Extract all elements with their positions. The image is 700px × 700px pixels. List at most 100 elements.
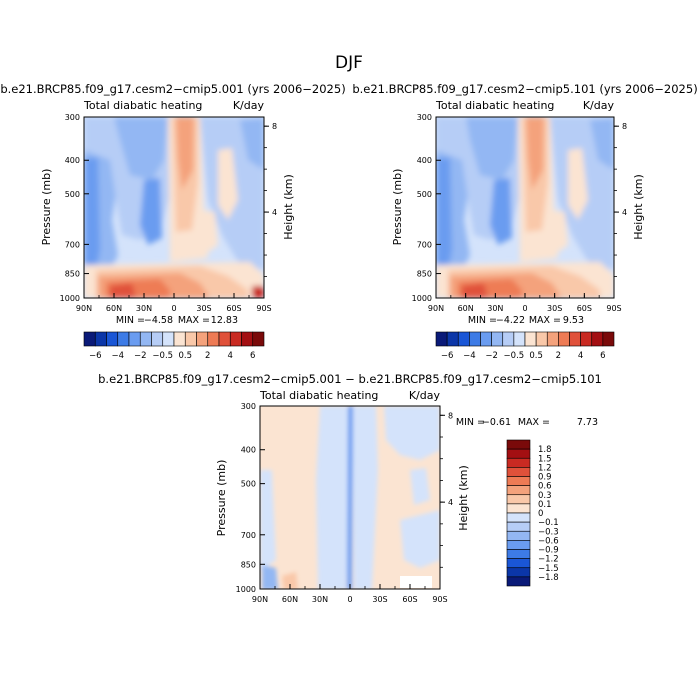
colorbar-label: 0.3 xyxy=(538,491,552,501)
colorbar-label: 0.5 xyxy=(178,351,192,361)
colorbar-label: −1.2 xyxy=(538,555,559,565)
colorbar-cell xyxy=(117,331,130,347)
x-tick-label: 90S xyxy=(256,304,271,313)
y-right-tick-label: 8 xyxy=(272,122,277,131)
panel-1-title: b.e21.BRCP85.f09_g17.cesm2−cmip5.001 (yr… xyxy=(0,82,345,96)
colorbar-cell xyxy=(535,331,548,347)
y-tick-label: 1000 xyxy=(60,294,80,303)
colorbar-cell xyxy=(506,485,531,496)
colorbar-cell xyxy=(173,331,186,347)
y-right-tick-label: 4 xyxy=(448,498,453,507)
colorbar-cell xyxy=(83,331,96,347)
colorbar-label: 2 xyxy=(205,351,210,361)
x-tick-label: 60N xyxy=(106,304,122,313)
panel-1-units: K/day xyxy=(233,99,265,112)
colorbar-cell xyxy=(506,521,531,532)
colorbar-cell xyxy=(151,331,164,347)
colorbar-cell xyxy=(218,331,231,347)
colorbar-label: 0.1 xyxy=(538,500,552,510)
colorbar-cell xyxy=(513,331,526,347)
colorbar-cell xyxy=(506,503,531,514)
colorbar-cell xyxy=(106,331,119,347)
colorbar-cell xyxy=(229,331,242,347)
y-right-tick-label: 8 xyxy=(448,411,453,420)
colorbar-cell xyxy=(569,331,581,347)
colorbar-cell xyxy=(469,331,481,347)
panel-1-min-label: MIN = xyxy=(116,315,145,326)
figure-title: DJF xyxy=(335,53,363,73)
x-tick-label: 60S xyxy=(402,595,417,604)
colorbar-cell xyxy=(506,512,531,523)
x-tick-label: 60S xyxy=(226,304,241,313)
panel-2-units: K/day xyxy=(583,99,615,112)
panel-3-ylabel: Pressure (mb) xyxy=(215,460,228,537)
colorbar-cell xyxy=(196,331,209,347)
panel-2-max-value: 9.53 xyxy=(563,315,584,326)
colorbar-label: −2 xyxy=(134,351,147,361)
colorbar-cell xyxy=(241,331,254,347)
colorbar-label: 1.2 xyxy=(538,463,552,473)
x-tick-label: 60N xyxy=(282,595,298,604)
colorbar-cell xyxy=(184,331,197,347)
panel-2-subtitle: Total diabatic heating xyxy=(435,99,554,112)
colorbar-cell xyxy=(506,467,531,477)
x-tick-label: 90N xyxy=(76,304,92,313)
panel-1-max-label: MAX = xyxy=(178,315,210,326)
panel-2-min-value: −4.22 xyxy=(496,315,525,326)
x-tick-label: 60N xyxy=(458,304,474,313)
y-right-tick-label: 4 xyxy=(622,208,627,217)
colorbar-cell xyxy=(128,331,141,347)
x-tick-label: 30S xyxy=(372,595,387,604)
axes-and-colorbars: 90N 60N 30N 0 30S 60S 90S 300 400 500 700 850 1000 8 4… xyxy=(60,113,627,604)
x-tick-label: 90S xyxy=(432,595,447,604)
panel-1: b.e21.BRCP85.f09_g17.cesm2−cmip5.001 (yr… xyxy=(0,82,345,326)
x-tick-label: 90S xyxy=(606,304,621,313)
colorbar-cell xyxy=(506,448,531,459)
y-tick-label: 700 xyxy=(65,240,80,249)
y-tick-label: 500 xyxy=(417,190,432,199)
colorbar-cell xyxy=(506,457,531,468)
colorbar-label: 1.5 xyxy=(538,454,552,464)
y-tick-label: 1000 xyxy=(412,294,432,303)
colorbar-cell xyxy=(580,331,593,347)
x-tick-label: 90N xyxy=(252,595,268,604)
panel-3-min-value: −0.61 xyxy=(482,417,511,428)
colorbar-label: 0.5 xyxy=(529,351,543,361)
y-tick-label: 850 xyxy=(417,270,432,279)
panel-3-min-label: MIN = xyxy=(456,417,485,428)
panel-3-max-label: MAX = xyxy=(518,417,550,428)
colorbar-label: −6 xyxy=(441,351,454,361)
panel-3-subtitle: Total diabatic heating xyxy=(259,389,378,402)
x-tick-label: 90N xyxy=(428,304,444,313)
colorbar-cell xyxy=(506,540,531,550)
colorbar-cell xyxy=(506,567,531,578)
panel-2: b.e21.BRCP85.f09_g17.cesm2−cmip5.101 (yr… xyxy=(352,82,697,326)
colorbar-cell xyxy=(480,331,492,347)
panel-3-title: b.e21.BRCP85.f09_g17.cesm2−cmip5.001 − b… xyxy=(98,372,602,386)
panel-3: b.e21.BRCP85.f09_g17.cesm2−cmip5.001 − b… xyxy=(98,372,602,590)
y-tick-label: 300 xyxy=(65,113,80,122)
panel-1-min-value: −4.58 xyxy=(144,315,173,326)
y-tick-label: 400 xyxy=(65,156,80,165)
colorbar-label: 2 xyxy=(556,351,561,361)
colorbar-cell xyxy=(491,331,504,347)
y-tick-label: 850 xyxy=(65,270,80,279)
colorbar-label: 0 xyxy=(538,509,543,519)
x-tick-label: 0 xyxy=(171,304,176,313)
colorbar-label: −2 xyxy=(485,351,498,361)
panel-3-field xyxy=(260,406,440,589)
panel-3-units: K/day xyxy=(409,389,441,402)
panel-3-ylabel-right: Height (km) xyxy=(457,465,470,531)
panel-2-field xyxy=(436,117,614,298)
panel-2-ylabel: Pressure (mb) xyxy=(391,169,404,246)
colorbar-cell xyxy=(94,331,107,347)
x-tick-label: 30N xyxy=(487,304,503,313)
y-tick-label: 700 xyxy=(241,531,256,540)
colorbar-cell xyxy=(207,331,220,347)
colorbar-cell xyxy=(502,331,515,347)
colorbar-cell xyxy=(524,331,537,347)
colorbar-label: −4 xyxy=(463,351,476,361)
colorbar-cell xyxy=(435,331,448,347)
colorbar-label: −0.1 xyxy=(538,518,559,528)
colorbar-label: −1.8 xyxy=(538,573,559,583)
